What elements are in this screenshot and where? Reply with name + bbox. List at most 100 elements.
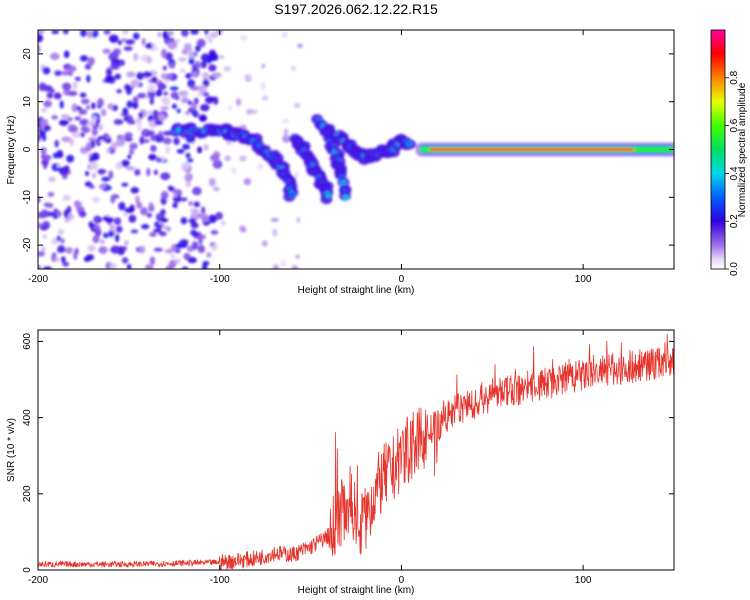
heatmap-cell: [179, 197, 188, 202]
heatmap-cell: [115, 233, 120, 243]
heatmap-cell: [60, 70, 71, 76]
heatmap-cell: [197, 84, 208, 94]
x-tick-label: -200: [28, 274, 48, 285]
heatmap-cell: [66, 65, 77, 73]
heatmap-cell: [198, 40, 206, 46]
heatmap-cell: [168, 259, 177, 269]
heatmap-cell: [179, 68, 186, 74]
heatmap-cell: [101, 176, 111, 182]
heatmap-cell: [132, 101, 139, 109]
heatmap-cell: [204, 96, 214, 104]
heatmap-cell: [203, 143, 209, 151]
heatmap-cell: [52, 152, 60, 159]
heatmap-cell: [192, 232, 199, 237]
colorbar-tick-label: 0.4: [729, 166, 740, 180]
spectrogram-y-axis: -20 -10 0 10 20: [22, 48, 674, 252]
heatmap-cell: [97, 97, 104, 107]
heatmap-cell: [188, 218, 197, 224]
heatmap-cell: [162, 65, 167, 71]
heatmap-cell: [207, 56, 217, 61]
heatmap-cell: [71, 103, 79, 113]
heatmap-cell: [193, 201, 201, 208]
heatmap-cell: [39, 118, 49, 128]
heatmap-cell: [152, 109, 159, 118]
heatmap-cell: [137, 92, 147, 99]
heatmap-cell: [155, 88, 163, 97]
heatmap-cell: [158, 130, 164, 138]
heatmap-cell: [93, 224, 101, 230]
heatmap-cell: [181, 266, 189, 269]
heatmap-cell: [187, 257, 197, 264]
heatmap-cell: [104, 134, 111, 140]
heatmap-cell: [201, 206, 206, 215]
heatmap-cell: [56, 167, 63, 172]
heatmap-cell: [41, 159, 49, 166]
heatmap-cell: [187, 100, 192, 106]
heatmap-cell: [138, 111, 144, 120]
heatmap-cell: [169, 86, 179, 91]
heatmap-cell: [180, 97, 190, 104]
heatmap-cell: [198, 114, 207, 122]
heatmap-cell: [50, 52, 60, 61]
heatmap-cell: [90, 115, 98, 121]
heatmap-cell: [121, 159, 130, 168]
heatmap-cell: [122, 30, 129, 35]
heatmap-cell: [74, 116, 81, 121]
heatmap-cell: [79, 118, 90, 126]
heatmap-cell: [81, 109, 87, 115]
heatmap-cell: [187, 79, 196, 88]
heatmap-cell: [281, 118, 290, 124]
heatmap-cell: [176, 149, 185, 154]
heatmap-cell: [89, 161, 99, 171]
heatmap-cell: [110, 195, 116, 204]
heatmap-cell: [176, 108, 181, 114]
heatmap-cell: [66, 154, 75, 163]
heatmap-cell: [206, 251, 212, 258]
heatmap-cell: [210, 230, 219, 235]
heatmap-cell: [121, 246, 128, 251]
heatmap-cell: [160, 72, 167, 80]
heatmap-cell: [153, 169, 159, 176]
heatmap-cell: [115, 161, 123, 170]
heatmap-cell: [42, 67, 51, 75]
heatmap-cell: [61, 82, 72, 91]
heatmap-cell: [134, 169, 141, 176]
spectrogram-xlabel: Height of straight line (km): [298, 285, 415, 296]
heatmap-cell: [161, 156, 166, 163]
heatmap-cell: [56, 235, 61, 242]
heatmap-cell: [141, 37, 146, 46]
heatmap-cell: [159, 106, 170, 111]
heatmap-cell: [199, 103, 210, 112]
heatmap-cell: [204, 30, 209, 35]
snr-x-axis: -200 -100 0 100: [28, 330, 592, 586]
heatmap-cell: [68, 125, 79, 133]
heatmap-cell: [291, 265, 299, 269]
heatmap-cell: [175, 38, 181, 44]
heatmap-cell: [79, 132, 85, 138]
heatmap-cell: [42, 266, 53, 269]
heatmap-cell: [99, 239, 105, 244]
heatmap-cell: [135, 117, 142, 125]
heatmap-cell: [110, 141, 118, 150]
colorbar: 0.0 0.2 0.4 0.6 0.8 Normalized spectral ampl…: [710, 29, 748, 276]
heatmap-cell: [85, 74, 91, 83]
heatmap-cell: [246, 108, 253, 115]
heatmap-cell: [108, 34, 119, 43]
heatmap-cell: [147, 84, 156, 93]
heatmap-cell: [113, 119, 124, 125]
heatmap-cell: [129, 204, 135, 213]
heatmap-cell: [185, 180, 191, 188]
snr-ylabel: SNR (10 * v/v): [6, 418, 17, 482]
heatmap-cell: [126, 71, 136, 78]
heatmap-cell: [208, 177, 216, 187]
heatmap-cell: [74, 200, 81, 209]
heatmap-cell: [177, 57, 187, 62]
colorbar-tick-label: 0.8: [729, 70, 740, 84]
heatmap-cell: [211, 72, 222, 79]
heatmap-cell: [62, 194, 71, 201]
heatmap-cell: [126, 263, 132, 269]
colorbar-tick-label: 0.6: [729, 118, 740, 132]
heatmap-cell: [85, 105, 91, 110]
heatmap-cell: [165, 145, 171, 155]
heatmap-cell: [125, 166, 136, 171]
